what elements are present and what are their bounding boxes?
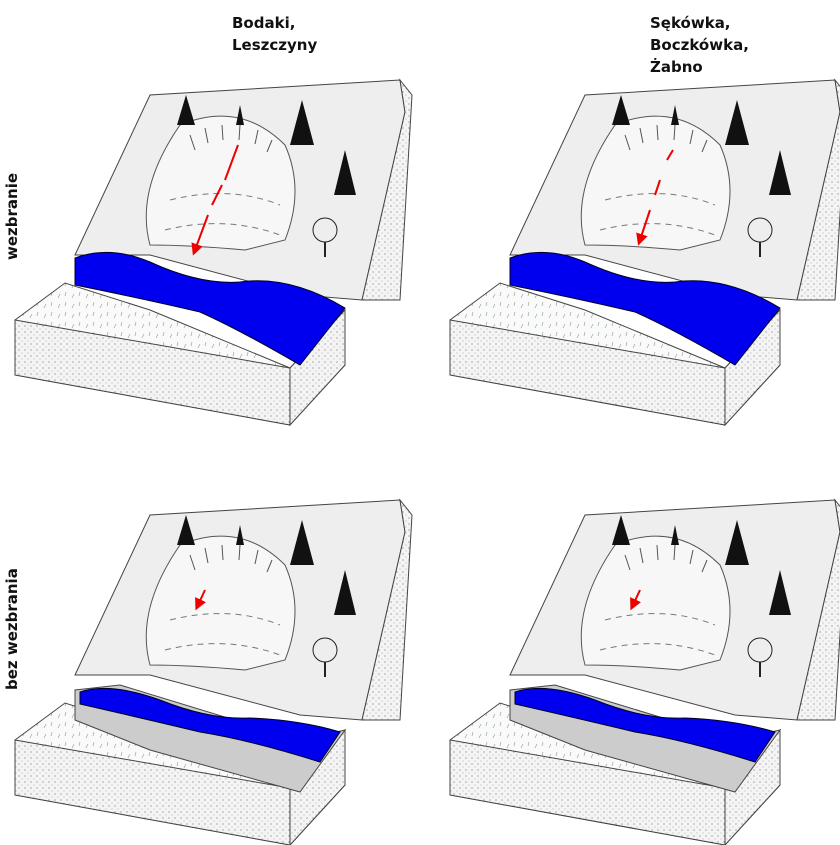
panel [15,80,412,425]
header-line: Bodaki, [232,12,317,34]
header-line: Sękówka, [650,12,749,34]
panel [15,500,412,845]
panel [450,500,840,845]
header-line: Boczkówka, [650,34,749,56]
header-line: Leszczyny [232,34,317,56]
column-header: Bodaki, Leszczyny [232,12,317,56]
header-line: Żabno [650,56,749,78]
block-diagrams [0,0,840,845]
panel [450,80,840,425]
column-header: Sękówka, Boczkówka, Żabno [650,12,749,78]
row-label: bez wezbrania [3,568,21,690]
figure: Bodaki, Leszczyny Sękówka, Boczkówka, Ża… [0,0,840,845]
row-label: wezbranie [3,173,21,260]
